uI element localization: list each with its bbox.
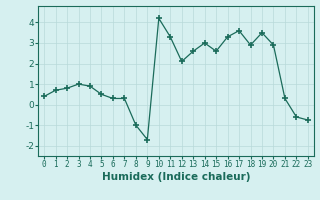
X-axis label: Humidex (Indice chaleur): Humidex (Indice chaleur): [102, 172, 250, 182]
